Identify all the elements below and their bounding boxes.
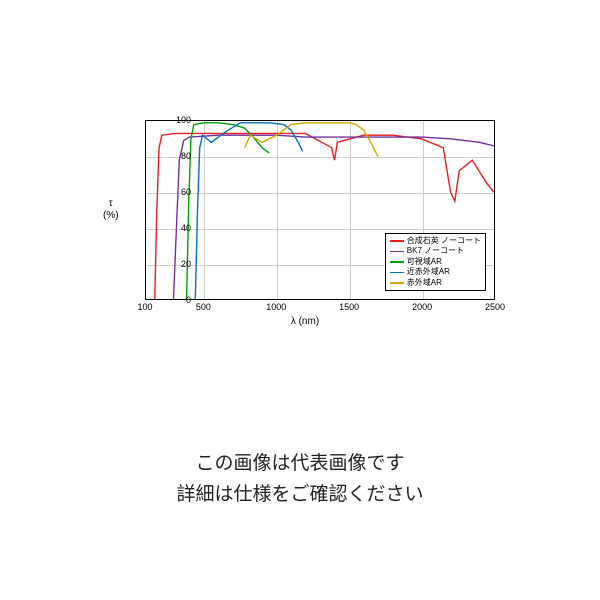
x-tick: 500 — [196, 302, 211, 312]
legend: 合成石英 ノーコートBK7 ノーコート可視域AR近赤外域AR赤外域AR — [385, 233, 486, 291]
y-tick: 0 — [186, 295, 191, 305]
legend-item: 近赤外域AR — [390, 267, 481, 277]
caption-line-1: この画像は代表画像です — [0, 449, 600, 479]
legend-label: BK7 ノーコート — [407, 246, 464, 256]
x-axis-label: λ (nm) — [291, 316, 319, 327]
legend-item: 赤外域AR — [390, 278, 481, 288]
x-tick: 100 — [137, 302, 152, 312]
x-tick: 1000 — [266, 302, 286, 312]
legend-label: 合成石英 ノーコート — [407, 236, 481, 246]
legend-label: 赤外域AR — [407, 278, 442, 288]
legend-item: BK7 ノーコート — [390, 246, 481, 256]
legend-label: 近赤外域AR — [407, 267, 450, 277]
legend-label: 可視域AR — [407, 257, 442, 267]
legend-swatch — [390, 282, 404, 284]
x-tick: 2500 — [485, 302, 505, 312]
caption-line-2: 詳細は仕様をご確認ください — [0, 480, 600, 510]
legend-swatch — [390, 251, 404, 253]
y-tick: 80 — [181, 151, 191, 161]
y-tick: 20 — [181, 259, 191, 269]
transmittance-chart: τ (%) 合成石英 ノーコートBK7 ノーコート可視域AR近赤外域AR赤外域A… — [105, 110, 505, 330]
y-tick: 40 — [181, 223, 191, 233]
series-line — [245, 123, 378, 157]
legend-item: 合成石英 ノーコート — [390, 236, 481, 246]
legend-swatch — [390, 261, 404, 263]
y-tick: 60 — [181, 187, 191, 197]
y-axis-label: τ (%) — [103, 198, 119, 222]
caption-text: この画像は代表画像です 詳細は仕様をご確認ください — [0, 449, 600, 510]
legend-item: 可視域AR — [390, 257, 481, 267]
legend-swatch — [390, 240, 404, 242]
y-tick: 100 — [176, 115, 191, 125]
x-tick: 2000 — [412, 302, 432, 312]
x-tick: 1500 — [339, 302, 359, 312]
series-line — [195, 123, 302, 299]
plot-area: 合成石英 ノーコートBK7 ノーコート可視域AR近赤外域AR赤外域AR — [145, 120, 495, 300]
legend-swatch — [390, 272, 404, 274]
